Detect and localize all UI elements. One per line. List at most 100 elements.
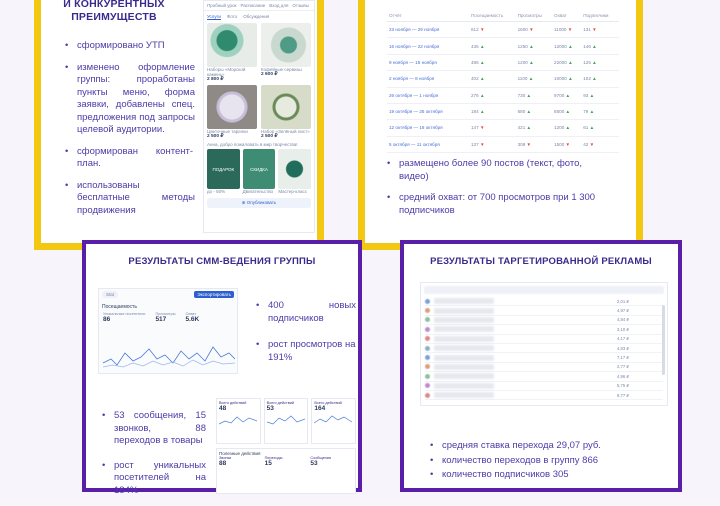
- value-cell: 730 ▲: [515, 87, 553, 104]
- sparkline-line: [103, 346, 235, 366]
- advantage-item: сформирован контент-план.: [65, 146, 195, 171]
- ad-cost: 2,01 ₽: [617, 298, 629, 304]
- ad-cost: 2,77 ₽: [617, 364, 629, 370]
- arrow-up-icon: ▲: [564, 92, 571, 98]
- column-header[interactable]: Отчёт: [387, 10, 469, 22]
- table-row[interactable]: 2 ноября — 8 ноября 402 ▲ 1100 ▲ 10000 ▲ 102…: [387, 70, 619, 88]
- ads-row[interactable]: 4,83 ₽: [425, 344, 663, 354]
- ads-row[interactable]: 4,17 ₽: [425, 335, 663, 344]
- product-card[interactable]: Наборы «Морской камень» 2 800 ₽: [207, 23, 257, 82]
- table-row[interactable]: 26 октября — 1 ноября 276 ▲ 730 ▲ 9700 ▲ 93 …: [387, 87, 619, 104]
- column-header[interactable]: Охват: [552, 10, 582, 22]
- product-card[interactable]: Кофейные сервизы 2 600 ₽: [261, 23, 311, 82]
- product-photo: [261, 85, 311, 129]
- ad-name-blurred: [434, 326, 494, 333]
- ad-cost: 8,77 ₽: [617, 392, 629, 398]
- action-metric: Сообщения 53: [310, 456, 331, 467]
- subtab-photo[interactable]: Фото: [226, 14, 238, 19]
- ads-row[interactable]: 7,17 ₽: [425, 353, 663, 363]
- value-cell: 11000 ▼: [552, 21, 582, 39]
- ad-thumbnail: [425, 298, 430, 304]
- column-header[interactable]: Просмотры: [515, 10, 553, 22]
- arrow-up-icon: ▲: [525, 125, 532, 131]
- product-card[interactable]: Набор «Зелёный лист» 2 500 ₽: [261, 85, 311, 139]
- column-header[interactable]: Подписчики: [581, 10, 619, 22]
- action-metric: Переходы 15: [264, 456, 283, 467]
- post-card[interactable]: СКИДКА Двигательство: [242, 149, 276, 194]
- table-row[interactable]: 12 октября — 18 октября 147 ▼ 421 ▲ 1200 ▲ 6…: [387, 119, 619, 137]
- ads-row[interactable]: 4,96 ₽: [425, 372, 663, 382]
- ad-cost: 4,97 ₽: [617, 308, 629, 314]
- advantages-title: И КОНКУРЕНТНЫХ ПРЕИМУЩЕСТВ: [63, 0, 165, 23]
- ad-name-blurred: [434, 373, 494, 380]
- value-cell: 612 ▼: [469, 21, 516, 39]
- post-text: Анна, добро пожаловать в мир творчества!: [207, 142, 298, 147]
- group-screenshot: Пробный урок Расписание Вход для Отзывы …: [203, 0, 315, 233]
- value-cell: 308 ▼: [515, 136, 553, 154]
- post-card[interactable]: Мастер-класс: [278, 149, 312, 194]
- period-cell[interactable]: 19 октября — 25 октября: [387, 103, 469, 121]
- metric: Просмотры 517: [155, 312, 176, 323]
- ads-row[interactable]: 2,01 ₽: [425, 297, 663, 307]
- group-tab[interactable]: Пробный урок: [207, 3, 237, 8]
- ad-cost: 3,10 ₽: [617, 326, 629, 332]
- table-row[interactable]: 16 ноября — 22 ноября 436 ▲ 1250 ▲ 12000 ▲ 1…: [387, 37, 619, 55]
- period-cell[interactable]: 5 октября — 11 октября: [387, 136, 469, 154]
- arrow-down-icon: ▼: [478, 27, 485, 33]
- period-cell[interactable]: 2 ноября — 8 ноября: [387, 70, 469, 88]
- smm-card: РЕЗУЛЬТАТЫ СММ-ВЕДЕНИЯ ГРУППЫ Stat Экспо…: [82, 240, 362, 496]
- metric: Уникальные посетители 86: [103, 312, 146, 323]
- value-cell: 79 ▲: [581, 103, 619, 121]
- useful-actions: Полезные действия Звонки 88 Переходы 15 …: [216, 448, 356, 494]
- period-cell[interactable]: 23 ноября — 29 ноября: [387, 21, 469, 39]
- ads-card: РЕЗУЛЬТАТЫ ТАРГЕТИРОВАННОЙ РЕКЛАМЫ 2,01 …: [400, 240, 682, 492]
- table-row[interactable]: 19 октября — 25 октября 184 ▲ 680 ▲ 8500 ▲ 7…: [387, 103, 619, 121]
- column-header[interactable]: Посещаемость: [469, 10, 516, 22]
- arrow-down-icon: ▼: [525, 141, 532, 147]
- arrow-up-icon: ▲: [590, 43, 597, 49]
- value-cell: 436 ▲: [469, 37, 516, 55]
- group-tab[interactable]: Отзывы: [292, 3, 309, 8]
- ads-bullets: средняя ставка перехода 29,07 руб. колич…: [430, 440, 660, 484]
- value-cell: 61 ▲: [581, 119, 619, 137]
- ads-row[interactable]: 5,75 ₽: [425, 382, 663, 391]
- ads-toolbar: [424, 286, 664, 294]
- ad-name-blurred: [434, 335, 494, 342]
- product-grid: Наборы «Морской камень» 2 800 ₽ Кофейные…: [204, 23, 314, 139]
- arrow-up-icon: ▲: [525, 92, 532, 98]
- ads-row[interactable]: 2,77 ₽: [425, 363, 663, 373]
- ad-cost: 4,17 ₽: [617, 336, 629, 342]
- ad-thumbnail: [425, 373, 430, 379]
- smm-left-bullets: 53 сообщения, 15 звонков, 88 переходов в…: [102, 410, 206, 506]
- table-row[interactable]: 23 ноября — 29 ноября 612 ▼ 1600 ▼ 11000 ▼ 1…: [387, 21, 619, 39]
- group-tab[interactable]: Вход для: [269, 3, 289, 8]
- ads-row[interactable]: 4,97 ₽: [425, 306, 663, 316]
- product-card[interactable]: Цветочные тарелки 2 500 ₽: [207, 85, 257, 139]
- advantage-item: сформировано УТП: [65, 40, 195, 53]
- publish-button[interactable]: ⊕ Опубликовать: [207, 198, 311, 208]
- smm-bullet: 53 сообщения, 15 звонков, 88 переходов в…: [102, 410, 206, 448]
- subtab-discussions[interactable]: Обсуждения: [243, 14, 270, 19]
- group-tab[interactable]: Расписание: [240, 3, 266, 8]
- arrow-up-icon: ▲: [478, 59, 485, 65]
- subtab-services[interactable]: Услуги: [207, 14, 221, 20]
- advantages-card: И КОНКУРЕНТНЫХ ПРЕИМУЩЕСТВ сформировано …: [34, 0, 324, 250]
- post-card[interactable]: ПОДАРОК до - 50%: [207, 149, 240, 194]
- ad-name-blurred: [434, 354, 494, 361]
- period-cell[interactable]: 26 октября — 1 ноября: [387, 87, 469, 104]
- ads-row[interactable]: 3,10 ₽: [425, 325, 663, 335]
- period-cell[interactable]: 12 октября — 18 октября: [387, 119, 469, 137]
- table-row[interactable]: 9 ноября — 15 ноября 486 ▲ 1200 ▲ 22000 ▲ 12…: [387, 54, 619, 72]
- ads-row[interactable]: 4,84 ₽: [425, 316, 663, 326]
- ads-row[interactable]: 8,77 ₽: [425, 391, 663, 401]
- period-cell[interactable]: 16 ноября — 22 ноября: [387, 37, 469, 55]
- export-button[interactable]: Экспортировать: [194, 291, 234, 298]
- advantage-item: изменено оформление группы: проработаны …: [65, 62, 195, 137]
- value-cell: 486 ▲: [469, 54, 516, 72]
- arrow-down-icon: ▼: [590, 27, 597, 33]
- ads-scrollbar[interactable]: [662, 305, 665, 375]
- table-row[interactable]: 5 октября — 11 октября 137 ▼ 308 ▼ 1500 ▼ 42…: [387, 136, 619, 154]
- ads-screenshot: 2,01 ₽ 4,97 ₽ 4,84 ₽ 3,10 ₽ 4,17 ₽ 4,83 ₽ 7,17…: [420, 282, 668, 406]
- post-photo: СКИДКА: [242, 149, 276, 189]
- period-cell[interactable]: 9 ноября — 15 ноября: [387, 54, 469, 72]
